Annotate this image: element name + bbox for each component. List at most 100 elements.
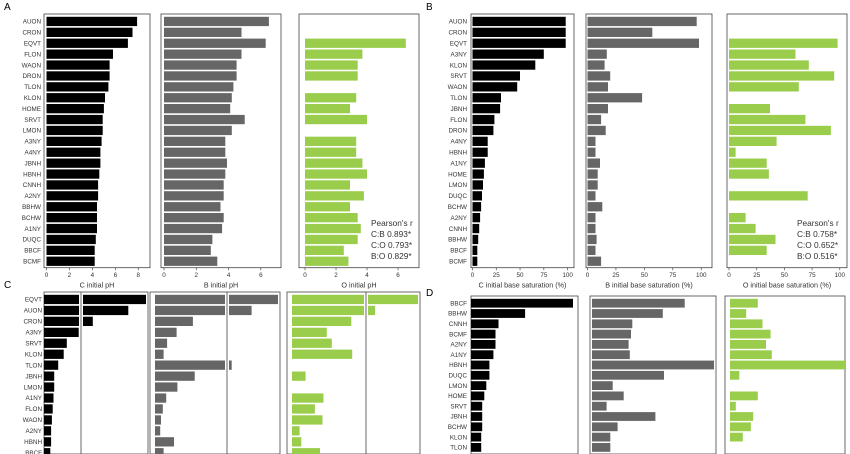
bar-ext-b-eqvt	[229, 294, 278, 305]
tick-label-b-75: 75	[669, 272, 677, 279]
bar-o-flon	[729, 114, 806, 125]
bar-b-waon	[155, 415, 161, 425]
bar-c-eqvt	[46, 38, 128, 48]
category-label-dron: DRON	[22, 73, 41, 80]
bar-c-hbnh	[46, 169, 100, 179]
category-label-cron: CRON	[448, 30, 467, 37]
bar-b-bbcf	[592, 298, 685, 308]
tick-label-b-0: 0	[162, 272, 166, 279]
bar-c-bcmf	[46, 256, 95, 266]
bar-b-tlon	[592, 443, 611, 452]
bar-b-eqvt	[155, 294, 225, 305]
bar-c-auon	[472, 16, 566, 27]
bar-b-a1ny	[164, 223, 223, 234]
category-label-auon: AUON	[24, 308, 43, 315]
panel-label-b: B	[426, 2, 433, 13]
bar-b-duqc	[164, 234, 213, 245]
category-label-bchw: BCHW	[448, 204, 467, 211]
category-label-a2ny: A2NY	[451, 215, 468, 222]
category-label-bbcf: BBCF	[450, 248, 467, 255]
bar-c-dron	[46, 71, 110, 81]
category-label-flon: FLON	[24, 51, 41, 58]
bar-o-jbnh	[729, 104, 770, 114]
category-label-bbcf: BBCF	[25, 450, 42, 454]
bar-c-bbhw	[46, 202, 97, 212]
bar-c-a2ny	[472, 213, 481, 223]
bar-c-cnnh	[472, 223, 480, 234]
bar-o-a4ny	[729, 136, 777, 146]
bar-c-bbcf	[46, 245, 95, 255]
category-label-klon: KLON	[24, 95, 42, 102]
category-label-flon: FLON	[25, 406, 42, 413]
category-label-a1ny: A1NY	[26, 395, 43, 402]
tick-label-o-2: 2	[334, 272, 338, 279]
tick-label-c-0: 0	[471, 272, 475, 279]
bar-c-duqc	[46, 234, 96, 245]
bar-c-a2ny	[471, 340, 496, 349]
bar-b-cnnh	[592, 319, 633, 329]
category-label-jbnh: JBNH	[451, 106, 468, 113]
bar-c-a2ny	[44, 426, 52, 436]
category-label-klon: KLON	[25, 351, 43, 358]
bar-c-duqc	[472, 191, 482, 201]
bar-c-lmon	[46, 125, 103, 136]
category-label-lmon: LMON	[24, 384, 43, 391]
category-label-a3ny: A3NY	[25, 139, 42, 146]
bar-o-bbcf	[305, 245, 344, 255]
bar-c-lmon	[472, 180, 483, 190]
tick-label-c-6: 6	[114, 272, 118, 279]
tick-label-c-0: 0	[45, 272, 49, 279]
bar-o-duqc	[305, 234, 358, 245]
pearson-annotation-line-1: C:B 0.758*	[797, 229, 838, 239]
bar-b-a3ny	[164, 136, 226, 146]
bar-b-jbnh	[155, 371, 195, 381]
plot-frame-b	[585, 13, 713, 269]
chart-panel-c: EQVT AUON CRON A3NY SRVT KLON TLON JBNH LMON A1NY…	[23, 291, 421, 454]
bar-c-hbnh	[471, 360, 490, 370]
category-label-jbnh: JBNH	[26, 373, 43, 380]
bar-b-bbhw	[587, 234, 597, 245]
category-label-bbhw: BBHW	[448, 237, 467, 244]
tick-label-c-75: 75	[540, 272, 548, 279]
bar-c-bcmf	[471, 329, 496, 339]
bar-c-a2ny	[46, 191, 99, 201]
bar-c-cnnh	[46, 180, 99, 190]
category-label-a4ny: A4NY	[25, 150, 42, 157]
bar-c-jbnh	[472, 104, 501, 114]
tick-label-b-0: 0	[586, 272, 590, 279]
bar-b-bchw	[592, 422, 618, 432]
plot-frame-o	[286, 291, 421, 454]
bar-c-a3ny	[46, 136, 102, 146]
bar-o-bcmf	[305, 256, 349, 266]
tick-label-o-0: 0	[727, 272, 731, 279]
category-label-eqvt: EQVT	[450, 41, 467, 48]
tick-label-b-100: 100	[696, 272, 707, 279]
bar-b-dron	[587, 125, 606, 136]
chart-panel-d: BBCF BBHW CNNH BCMF A2NY A1NY HBNH DUQC LMON HOME…	[448, 295, 846, 454]
bar-o-a3ny	[292, 327, 327, 337]
category-label-a2ny: A2NY	[26, 428, 43, 435]
axis-label-b: B initial pH	[204, 281, 238, 290]
bar-c-srvt	[472, 71, 520, 81]
bar-o-srvt	[305, 114, 367, 125]
tick-label-c-2: 2	[68, 272, 72, 279]
category-label-hbnh: HBNH	[449, 150, 467, 157]
category-label-srvt: SRVT	[24, 117, 41, 124]
bar-o-dron	[729, 125, 831, 136]
category-label-bcmf: BCMF	[449, 259, 467, 266]
bar-o-a1ny	[305, 223, 361, 234]
axis-label-b: B initial base saturation (%)	[605, 281, 693, 290]
bar-o-bbcf	[292, 448, 320, 454]
bar-b-waon	[587, 82, 608, 92]
bar-b-a1ny	[592, 350, 630, 360]
bar-b-a2ny	[587, 213, 596, 223]
bar-c-klon	[46, 93, 105, 103]
bar-o-home	[729, 169, 769, 179]
plot-frame-o	[298, 13, 420, 269]
panel-label-c: C	[4, 280, 11, 291]
bar-c-cron	[472, 27, 566, 37]
bar-b-eqvt	[164, 38, 266, 48]
bar-b-bbhw	[592, 309, 663, 318]
bar-c-bbcf	[44, 448, 51, 454]
